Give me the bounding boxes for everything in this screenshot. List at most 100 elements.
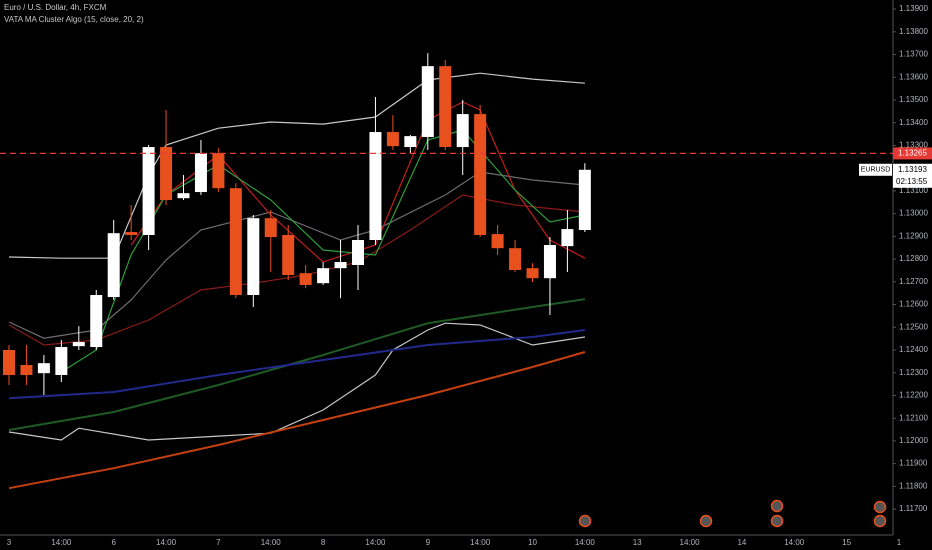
y-tick-label: 1.12100 <box>899 413 928 422</box>
y-tick-label: 1.12600 <box>899 300 928 309</box>
candle-body <box>474 114 487 235</box>
candle-body <box>3 350 15 375</box>
indicator-line <box>8 351 586 490</box>
candle-body <box>456 114 469 148</box>
y-tick-label: 1.13800 <box>899 27 928 36</box>
candle-body <box>421 66 434 138</box>
symbol-tag <box>859 163 892 176</box>
candle-body <box>543 245 556 279</box>
candle-body <box>125 232 138 235</box>
candle-body <box>229 188 242 295</box>
y-tick-label: 1.13300 <box>899 141 928 150</box>
y-tick-label: 1.11900 <box>899 459 928 468</box>
x-tick-label: 14:00 <box>365 538 386 547</box>
x-tick-label: 7 <box>216 538 221 547</box>
countdown-label: 02:13:55 <box>896 177 928 186</box>
x-tick-label: 14:00 <box>575 538 596 547</box>
y-tick-label: 1.12500 <box>899 322 928 331</box>
candle-body <box>578 169 591 230</box>
y-tick-label: 1.13100 <box>899 186 928 195</box>
candle-body <box>334 262 347 269</box>
price-line-label: 1.13265 <box>898 149 927 158</box>
candle-body <box>352 240 364 265</box>
candle-body <box>55 347 68 375</box>
x-tick-label: 14 <box>737 538 746 547</box>
y-tick-label: 1.13000 <box>899 209 928 218</box>
indicator-line <box>8 322 585 441</box>
candle-body <box>282 235 295 275</box>
indicator-line <box>8 329 586 400</box>
y-tick-label: 1.11700 <box>899 504 928 513</box>
y-tick-label: 1.13600 <box>899 72 928 81</box>
x-tick-label: 13 <box>633 538 642 547</box>
event-icon[interactable] <box>699 514 713 528</box>
candle-body <box>142 147 155 235</box>
candle-body <box>37 363 50 374</box>
candle-body <box>177 193 190 199</box>
x-tick-label: 14:00 <box>156 538 177 547</box>
event-icon[interactable] <box>578 514 592 528</box>
indicator-line <box>130 101 586 263</box>
event-icon[interactable] <box>770 499 784 513</box>
event-icon[interactable] <box>770 514 784 528</box>
candle-body <box>160 147 173 200</box>
candle-body <box>299 273 312 285</box>
y-tick-label: 1.12700 <box>899 277 928 286</box>
last-price-label: 1.13193 <box>898 165 927 174</box>
x-tick-label: 3 <box>7 538 12 547</box>
x-tick-label: 14:00 <box>680 538 701 547</box>
candle-body <box>317 268 330 284</box>
plot-area <box>3 53 591 490</box>
event-icons <box>578 499 887 528</box>
y-tick-label: 1.13400 <box>899 118 928 127</box>
candle-body <box>561 229 574 247</box>
indicator-line <box>8 298 586 431</box>
x-tick-label: 6 <box>111 538 116 547</box>
price-line-tag <box>893 147 932 160</box>
candle-body <box>526 268 539 279</box>
y-tick-label: 1.12800 <box>899 254 928 263</box>
candle-body <box>509 248 522 270</box>
indicator-title: VATA MA Cluster Algo (15, close, 20, 2) <box>4 15 144 24</box>
x-tick-label: 10 <box>528 538 537 547</box>
candle-body <box>247 218 260 295</box>
candle-body <box>439 66 452 148</box>
y-tick-label: 1.12200 <box>899 391 928 400</box>
candle-body <box>369 132 382 240</box>
y-tick-label: 1.13500 <box>899 95 928 104</box>
x-tick-label: 15 <box>842 538 851 547</box>
candle-body <box>264 218 277 238</box>
event-icon[interactable] <box>873 514 887 528</box>
y-tick-label: 1.12300 <box>899 368 928 377</box>
candle-body <box>107 233 120 298</box>
indicator-line <box>8 194 585 346</box>
y-tick-label: 1.13900 <box>899 4 928 13</box>
x-tick-label: 9 <box>426 538 431 547</box>
x-tick-label: 1 <box>897 538 902 547</box>
candle-body <box>90 295 103 348</box>
candle-body <box>491 234 504 249</box>
y-tick-label: 1.12000 <box>899 436 928 445</box>
y-tick-label: 1.13700 <box>899 50 928 59</box>
candle-body <box>20 365 33 375</box>
y-tick-label: 1.12400 <box>899 345 928 354</box>
candle-body <box>212 153 225 189</box>
symbol-label: EURUSD <box>861 167 891 174</box>
x-tick-label: 14:00 <box>261 538 282 547</box>
x-tick-label: 14:00 <box>470 538 491 547</box>
chart-title: Euro / U.S. Dollar, 4h, FXCM <box>4 3 107 12</box>
x-tick-label: 14:00 <box>784 538 805 547</box>
last-price-tag <box>893 163 932 188</box>
price-axis-panel <box>893 0 932 550</box>
candle-body <box>72 342 85 347</box>
event-icon[interactable] <box>873 500 887 514</box>
candle-body <box>386 132 399 147</box>
candle-body <box>404 136 417 148</box>
y-tick-label: 1.11800 <box>899 481 928 490</box>
x-tick-label: 8 <box>321 538 326 547</box>
y-tick-label: 1.12900 <box>899 231 928 240</box>
candle-body <box>194 153 207 193</box>
